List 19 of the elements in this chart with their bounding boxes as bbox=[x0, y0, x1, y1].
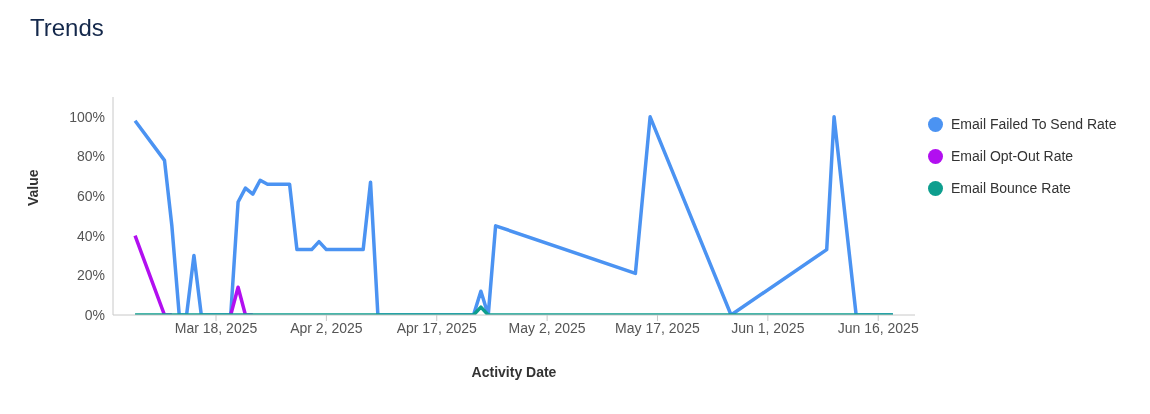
y-tick-label: 60% bbox=[76, 188, 105, 205]
legend-label: Email Bounce Rate bbox=[951, 180, 1071, 196]
x-tick-label: Apr 17, 2025 bbox=[396, 319, 478, 336]
y-tick-label: 20% bbox=[76, 267, 105, 284]
x-tick-label: Jun 16, 2025 bbox=[837, 319, 919, 336]
x-axis-title: Activity Date bbox=[471, 364, 557, 380]
x-tick-label: Apr 2, 2025 bbox=[290, 319, 363, 336]
y-axis-title: Value bbox=[24, 169, 41, 206]
x-tick-label: May 2, 2025 bbox=[508, 319, 586, 336]
x-tick-label: Jun 1, 2025 bbox=[731, 319, 805, 336]
y-tick-label: 40% bbox=[76, 227, 105, 244]
legend-label: Email Opt-Out Rate bbox=[951, 148, 1074, 164]
chart-title: Trends bbox=[30, 14, 104, 42]
legend-label: Email Failed To Send Rate bbox=[951, 116, 1117, 132]
y-tick-label: 100% bbox=[69, 108, 105, 125]
y-tick-label: 80% bbox=[76, 148, 105, 165]
x-tick-label: May 17, 2025 bbox=[615, 319, 701, 336]
x-tick-label: Mar 18, 2025 bbox=[174, 319, 258, 336]
y-tick-label: 0% bbox=[84, 306, 105, 323]
